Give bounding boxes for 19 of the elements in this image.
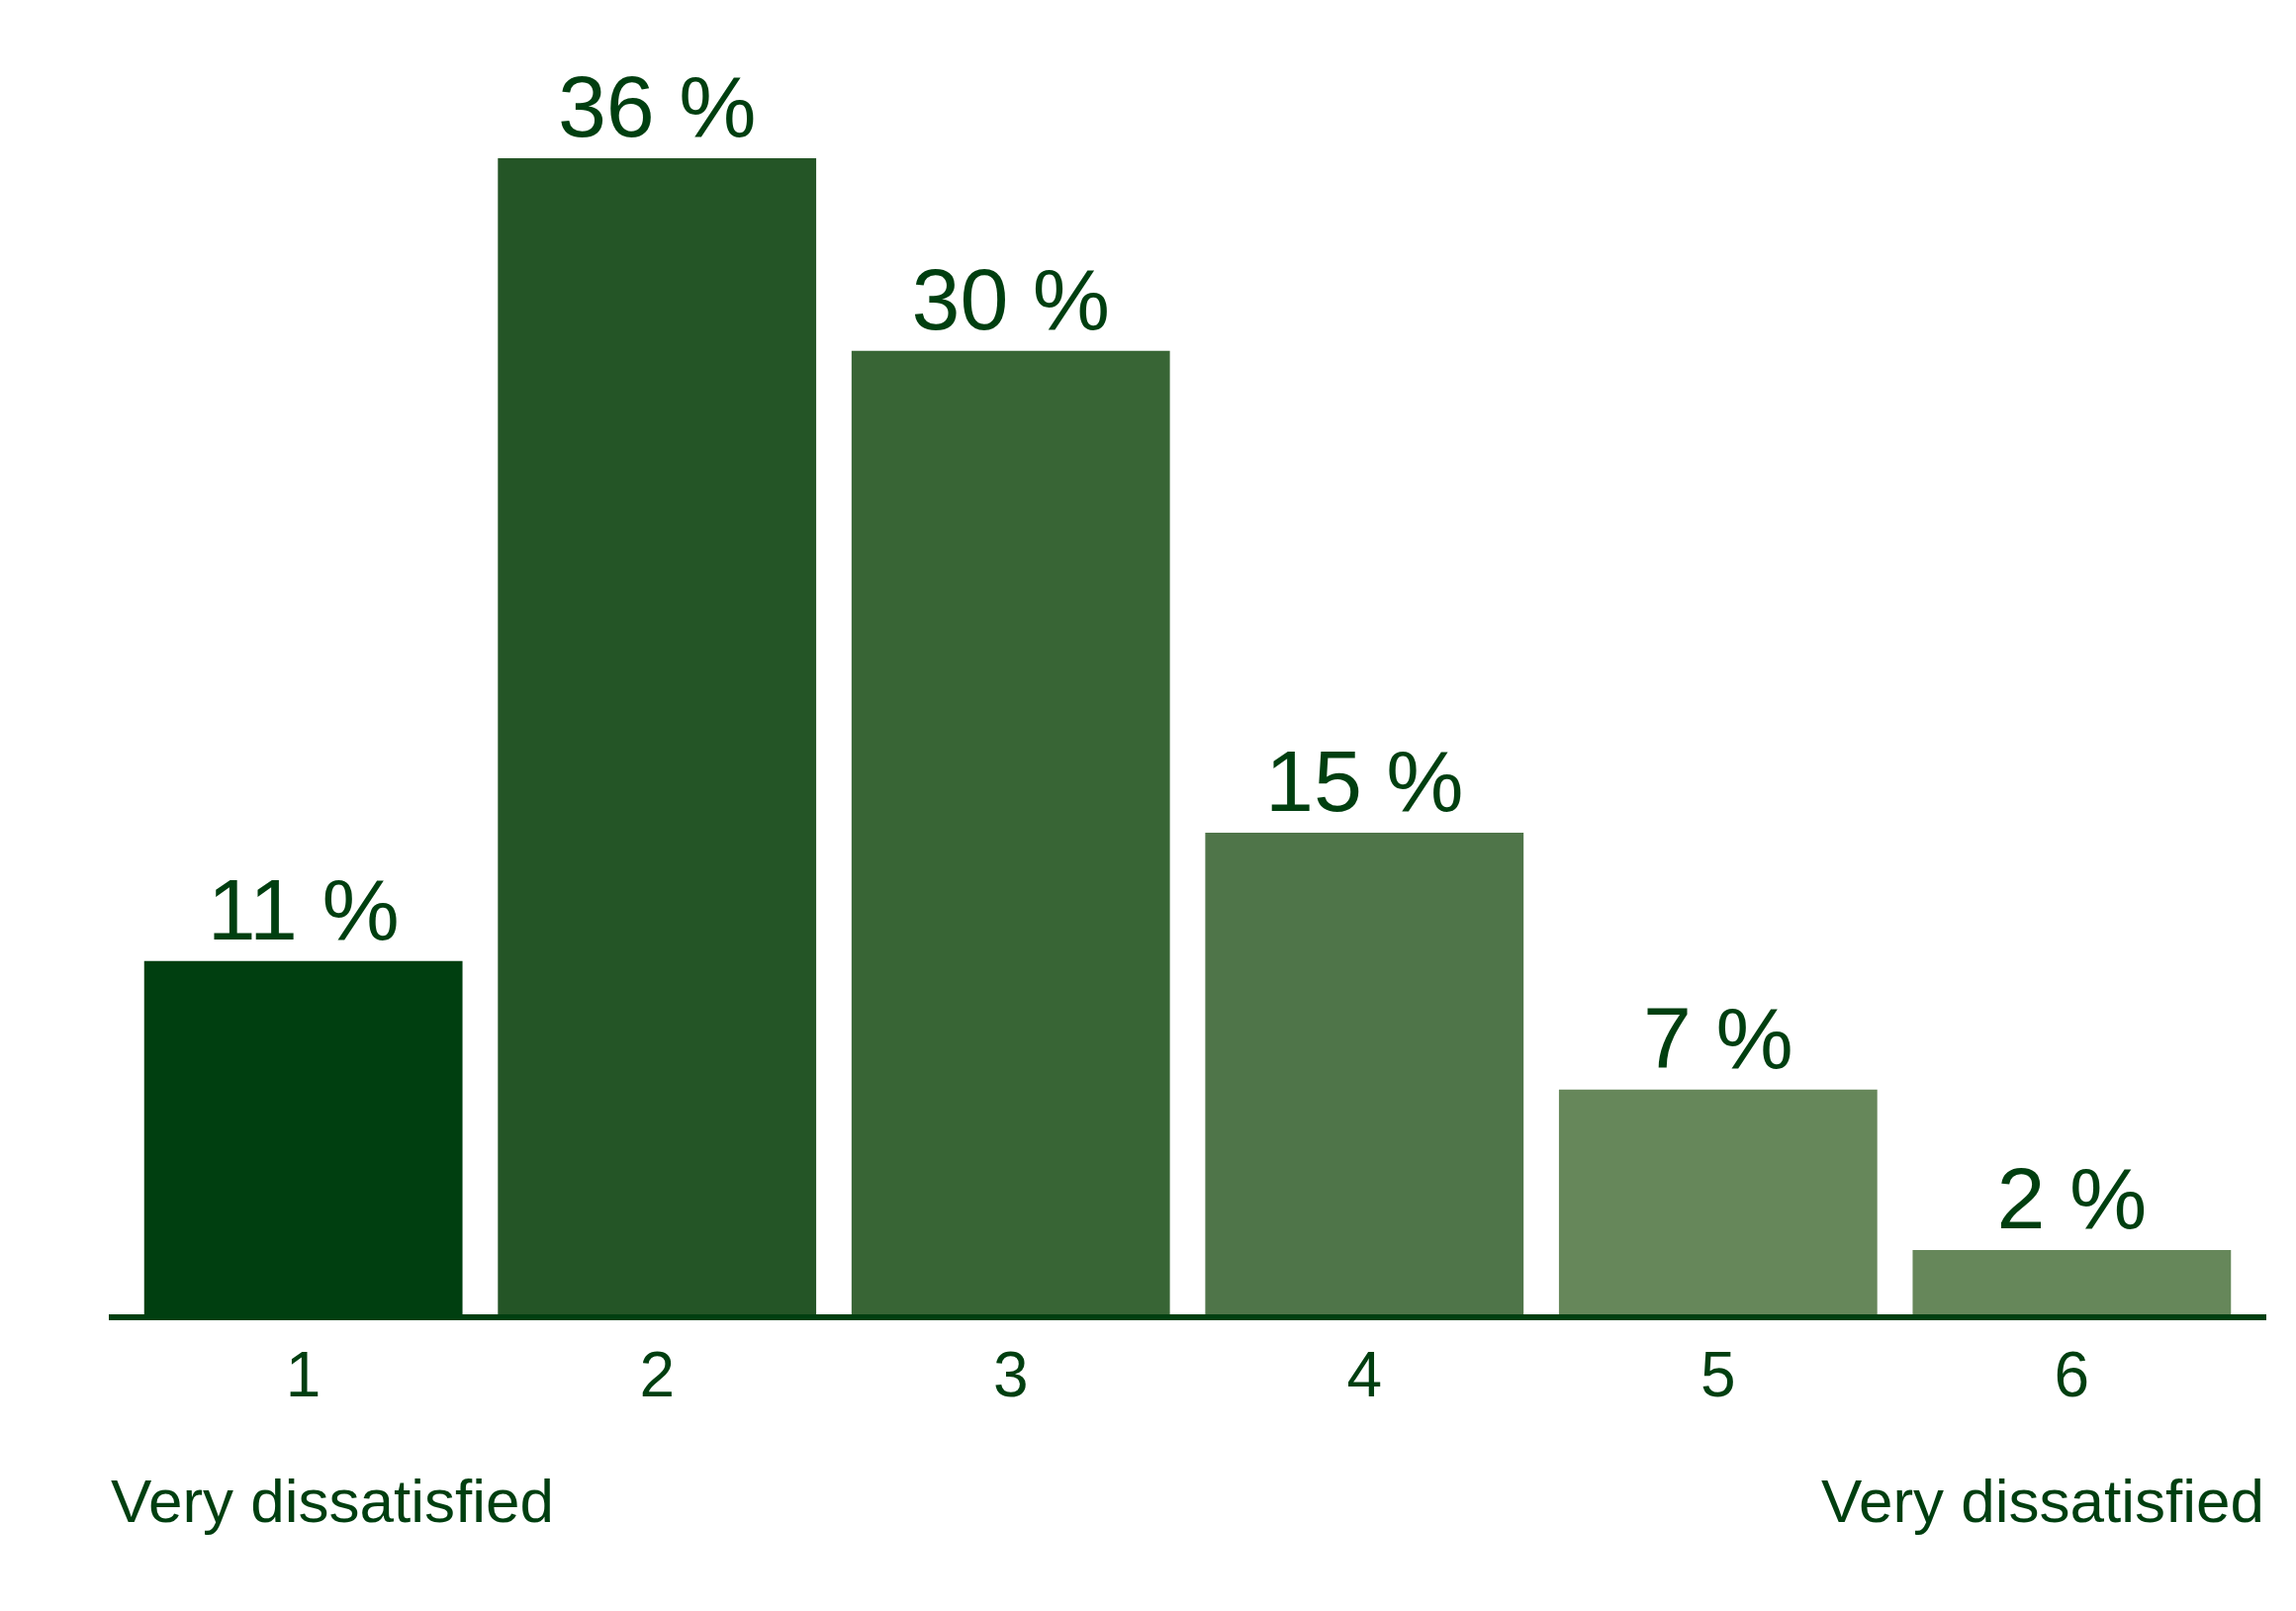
x-tick-label: 6 (2054, 1338, 2090, 1410)
x-tick-label: 5 (1700, 1338, 1736, 1410)
bar (498, 158, 817, 1314)
data-label: 36 % (557, 57, 757, 155)
bar (1912, 1250, 2232, 1314)
bar (1558, 1089, 1878, 1314)
data-label: 15 % (1264, 731, 1464, 830)
x-tick-label: 2 (639, 1338, 675, 1410)
bar (1205, 832, 1524, 1314)
text: Very dissatisfied (111, 1467, 554, 1535)
text: Very dissatisfied (1821, 1467, 2264, 1535)
bar (851, 350, 1170, 1314)
x-tick-label: 1 (285, 1338, 321, 1410)
data-label: 2 % (1996, 1149, 2148, 1248)
x-tick-label: 3 (992, 1338, 1029, 1410)
data-label: 11 % (207, 859, 400, 958)
x-tick-label: 4 (1346, 1338, 1383, 1410)
data-label: 30 % (911, 249, 1111, 348)
data-label: 7 % (1642, 988, 1793, 1087)
